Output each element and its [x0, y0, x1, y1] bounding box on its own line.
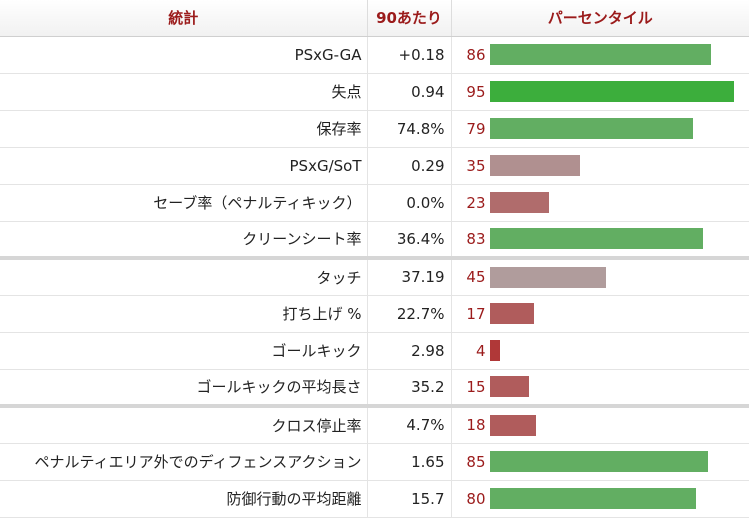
percentile-bar-track — [489, 333, 749, 369]
percentile-bar — [489, 118, 693, 139]
per90-value: 2.98 — [367, 332, 452, 370]
stat-row: タッチ 37.19 45 — [0, 258, 749, 296]
per90-value: 0.0% — [367, 184, 452, 222]
per90-value: 1.65 — [367, 443, 452, 481]
percentile-cell: 45 — [451, 258, 749, 296]
stat-name: クリーンシート率 — [0, 221, 368, 260]
percentile-cell: 80 — [451, 480, 749, 518]
stat-row: ペナルティエリア外でのディフェンスアクション 1.65 85 — [0, 443, 749, 481]
per90-value: 74.8% — [367, 110, 452, 148]
header-row: 統計 90あたり パーセンタイル — [0, 0, 749, 37]
stat-row: 保存率 74.8% 79 — [0, 110, 749, 148]
stat-name: PSxG-GA — [0, 36, 368, 74]
percentile-bar — [489, 376, 529, 398]
percentile-bar — [489, 451, 708, 472]
percentile-bar — [489, 155, 580, 176]
percentile-cell: 23 — [451, 184, 749, 222]
percentile-bar-track — [489, 481, 749, 517]
percentile-bar-track — [489, 148, 749, 184]
stat-name: クロス停止率 — [0, 406, 368, 444]
stat-name: 防御行動の平均距離 — [0, 480, 368, 518]
header-stat[interactable]: 統計 — [0, 0, 368, 37]
percentile-value: 85 — [466, 452, 486, 471]
percentile-value: 45 — [466, 268, 486, 287]
percentile-value: 35 — [466, 156, 486, 175]
stat-row: 打ち上げ % 22.7% 17 — [0, 295, 749, 333]
percentile-cell: 79 — [451, 110, 749, 148]
percentile-bar-track — [489, 222, 749, 255]
stat-row: PSxG-GA +0.18 86 — [0, 36, 749, 74]
stat-name: 保存率 — [0, 110, 368, 148]
stat-row: ゴールキック 2.98 4 — [0, 332, 749, 370]
stat-name: ペナルティエリア外でのディフェンスアクション — [0, 443, 368, 481]
stat-row: 防御行動の平均距離 15.7 80 — [0, 480, 749, 518]
percentile-bar — [489, 192, 549, 213]
percentile-bar — [489, 340, 500, 361]
percentile-cell: 95 — [451, 73, 749, 111]
percentile-value: 17 — [466, 304, 486, 323]
percentile-value: 18 — [466, 416, 486, 435]
stat-name: セーブ率（ペナルティキック） — [0, 184, 368, 222]
percentile-bar — [489, 81, 734, 102]
per90-value: 22.7% — [367, 295, 452, 333]
stat-row: クロス停止率 4.7% 18 — [0, 406, 749, 444]
stat-name: 打ち上げ % — [0, 295, 368, 333]
per90-value: +0.18 — [367, 36, 452, 74]
percentile-cell: 15 — [451, 369, 749, 408]
per90-value: 37.19 — [367, 258, 452, 296]
per90-value: 36.4% — [367, 221, 452, 260]
stat-name: 失点 — [0, 73, 368, 111]
stat-name: タッチ — [0, 258, 368, 296]
percentile-bar-track — [489, 444, 749, 480]
stat-row: PSxG/SoT 0.29 35 — [0, 147, 749, 185]
percentile-value: 95 — [466, 82, 486, 101]
per90-value: 0.94 — [367, 73, 452, 111]
stat-row: クリーンシート率 36.4% 83 — [0, 221, 749, 260]
per90-value: 0.29 — [367, 147, 452, 185]
percentile-bar-track — [489, 408, 749, 442]
stat-row: セーブ率（ペナルティキック） 0.0% 23 — [0, 184, 749, 222]
percentile-bar-track — [489, 260, 749, 294]
percentile-cell: 35 — [451, 147, 749, 185]
stat-name: ゴールキック — [0, 332, 368, 370]
percentile-cell: 85 — [451, 443, 749, 481]
percentile-value: 4 — [475, 341, 486, 360]
stat-row: 失点 0.94 95 — [0, 73, 749, 111]
per90-value: 4.7% — [367, 406, 452, 444]
percentile-bar — [489, 266, 606, 288]
percentile-cell: 83 — [451, 221, 749, 260]
stat-name: PSxG/SoT — [0, 147, 368, 185]
percentile-bar — [489, 44, 711, 65]
stat-name: ゴールキックの平均長さ — [0, 369, 368, 408]
percentile-value: 15 — [466, 377, 486, 396]
percentile-value: 83 — [466, 229, 486, 248]
percentile-value: 80 — [466, 489, 486, 508]
percentile-bar-track — [489, 74, 749, 110]
percentile-value: 86 — [466, 45, 486, 64]
percentile-bar-track — [489, 37, 749, 73]
per90-value: 35.2 — [367, 369, 452, 408]
percentile-bar-track — [489, 111, 749, 147]
percentile-bar-track — [489, 185, 749, 221]
stats-body: PSxG-GA +0.18 86 失点 0.94 95 保存率 74.8% 79 PSxG/SoT… — [0, 36, 749, 518]
percentile-bar-track — [489, 296, 749, 332]
percentile-value: 23 — [466, 193, 486, 212]
stat-row: ゴールキックの平均長さ 35.2 15 — [0, 369, 749, 408]
header-percentile[interactable]: パーセンタイル — [451, 0, 749, 37]
percentile-cell: 18 — [451, 406, 749, 444]
percentile-bar — [489, 303, 534, 324]
percentile-cell: 86 — [451, 36, 749, 74]
percentile-cell: 17 — [451, 295, 749, 333]
percentile-bar — [489, 414, 536, 436]
percentile-bar-track — [489, 370, 749, 403]
per90-value: 15.7 — [367, 480, 452, 518]
percentile-bar — [489, 488, 696, 509]
percentile-bar — [489, 228, 703, 250]
header-per90[interactable]: 90あたり — [367, 0, 452, 37]
percentile-cell: 4 — [451, 332, 749, 370]
percentile-value: 79 — [466, 119, 486, 138]
